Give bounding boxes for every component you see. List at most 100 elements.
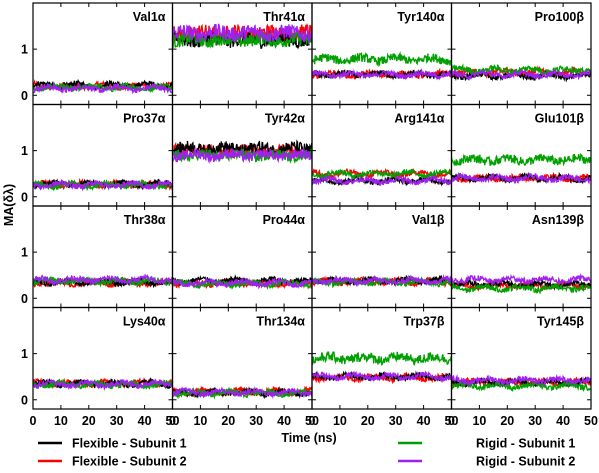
panel-title: Thr134α bbox=[256, 315, 305, 329]
x-tick-label: 50 bbox=[166, 414, 180, 428]
x-tick-label: 30 bbox=[389, 414, 403, 428]
series-line-4 bbox=[312, 370, 452, 384]
series-line-3 bbox=[451, 63, 591, 77]
x-tick-label: 30 bbox=[249, 414, 263, 428]
x-tick-label: 0 bbox=[30, 414, 37, 428]
x-tick-label: 10 bbox=[193, 414, 207, 428]
y-tick-label: 1 bbox=[21, 347, 28, 361]
panel: Thr134α bbox=[171, 306, 313, 410]
x-tick-label: 50 bbox=[445, 414, 459, 428]
series-line-3 bbox=[451, 152, 591, 167]
series-line-4 bbox=[172, 23, 312, 44]
x-tick-label: 20 bbox=[500, 414, 514, 428]
panel-title: Val1α bbox=[133, 10, 166, 24]
series-line-4 bbox=[172, 276, 312, 290]
legend: Flexible - Subunit 1 Flexible - Subunit … bbox=[38, 437, 575, 469]
panel-title: Trp37β bbox=[404, 315, 445, 329]
legend-label-rigid-1: Rigid - Subunit 1 bbox=[476, 437, 575, 451]
series-line-3 bbox=[312, 276, 452, 289]
series-line-4 bbox=[172, 386, 312, 400]
panel-traces bbox=[172, 22, 312, 50]
panel-traces bbox=[312, 167, 452, 187]
panel-title: Lys40α bbox=[123, 315, 166, 329]
x-tick-label: 10 bbox=[54, 414, 68, 428]
legend-label-flexible-2: Flexible - Subunit 2 bbox=[72, 455, 187, 469]
panel-traces bbox=[33, 177, 173, 192]
panel: Tyr42α bbox=[171, 103, 313, 207]
panel-traces bbox=[312, 350, 452, 385]
series-line-4 bbox=[33, 378, 173, 392]
x-tick-label: 10 bbox=[333, 414, 347, 428]
series-line-4 bbox=[312, 68, 452, 81]
panel: 0 1 Pro37α bbox=[21, 103, 174, 207]
series-line-4 bbox=[451, 373, 591, 387]
series-line-4 bbox=[451, 273, 591, 287]
x-tick-label: 20 bbox=[221, 414, 235, 428]
panel-traces bbox=[312, 274, 452, 289]
legend-item-rigid-2: Rigid - Subunit 2 bbox=[398, 455, 575, 469]
series-line-3 bbox=[451, 379, 591, 393]
series-line-3 bbox=[312, 51, 452, 68]
x-tick-label: 0 bbox=[169, 414, 176, 428]
panel-title: Pro100β bbox=[535, 10, 585, 24]
panel-title: Tyr140α bbox=[397, 10, 444, 24]
series-line-3 bbox=[172, 277, 312, 290]
panel-title: Arg141α bbox=[394, 112, 444, 126]
x-tick-label: 10 bbox=[472, 414, 486, 428]
panel-title: Val1β bbox=[412, 213, 445, 227]
x-tick-labels: 0 10 20 30 40 500 10 20 30 40 500 10 20 30 40 500 10 20 30… bbox=[30, 414, 598, 428]
y-tick-label: 0 bbox=[21, 292, 28, 306]
series-line-3 bbox=[172, 30, 312, 49]
panel-traces bbox=[33, 377, 173, 392]
panel: Arg141α bbox=[311, 103, 453, 207]
panel-traces bbox=[172, 274, 312, 290]
series-line-3 bbox=[312, 168, 452, 181]
series-line-4 bbox=[451, 172, 591, 185]
x-tick-label: 40 bbox=[138, 414, 152, 428]
panel-grid: 0 1 Val1α Thr41α Tyr140α Pro100β 0 1 Pro37α Tyr42… bbox=[21, 2, 592, 410]
series-line-3 bbox=[312, 350, 452, 366]
series-line-3 bbox=[33, 378, 173, 390]
panel-title: Thr38α bbox=[124, 213, 166, 227]
x-tick-label: 20 bbox=[361, 414, 375, 428]
panel: Glu101β bbox=[450, 103, 592, 207]
x-tick-label: 40 bbox=[277, 414, 291, 428]
panel-title: Pro37α bbox=[123, 112, 166, 126]
legend-label-rigid-2: Rigid - Subunit 2 bbox=[476, 455, 575, 469]
legend-item-rigid-1: Rigid - Subunit 1 bbox=[398, 437, 575, 451]
panel-traces bbox=[451, 63, 591, 83]
panel-traces bbox=[172, 139, 312, 165]
y-axis-label: MA(δλ) bbox=[2, 184, 16, 226]
panel-traces bbox=[33, 273, 173, 289]
y-tick-label: 0 bbox=[21, 393, 28, 407]
x-tick-label: 40 bbox=[417, 414, 431, 428]
x-tick-label: 0 bbox=[448, 414, 455, 428]
panel-title: Pro44α bbox=[263, 213, 306, 227]
panel-traces bbox=[451, 273, 591, 295]
panel: Tyr140α bbox=[311, 2, 453, 106]
x-tick-label: 20 bbox=[82, 414, 96, 428]
x-tick-label: 0 bbox=[309, 414, 316, 428]
x-tick-label: 30 bbox=[110, 414, 124, 428]
panel-traces bbox=[451, 373, 591, 393]
x-axis-label: Time (ns) bbox=[281, 431, 336, 445]
series-line-4 bbox=[312, 274, 452, 288]
panel-traces bbox=[172, 385, 312, 400]
panel-title: Tyr42α bbox=[265, 112, 305, 126]
legend-item-flexible-2: Flexible - Subunit 2 bbox=[38, 455, 187, 469]
panel-traces bbox=[33, 78, 173, 95]
series-line-4 bbox=[33, 273, 173, 287]
panel: Pro44α bbox=[171, 205, 313, 309]
panel-traces bbox=[451, 152, 591, 185]
panel-frame bbox=[450, 306, 592, 410]
series-line-3 bbox=[451, 282, 591, 295]
panel: Trp37β bbox=[311, 306, 453, 410]
panel-title: Thr41α bbox=[263, 10, 305, 24]
x-tick-label: 50 bbox=[305, 414, 319, 428]
panel: 0 1 Val1α bbox=[21, 2, 174, 106]
y-tick-label: 1 bbox=[21, 246, 28, 260]
y-tick-label: 1 bbox=[21, 43, 28, 57]
panel: 0 1 Thr38α bbox=[21, 205, 174, 309]
panel-title: Tyr145β bbox=[537, 315, 584, 329]
